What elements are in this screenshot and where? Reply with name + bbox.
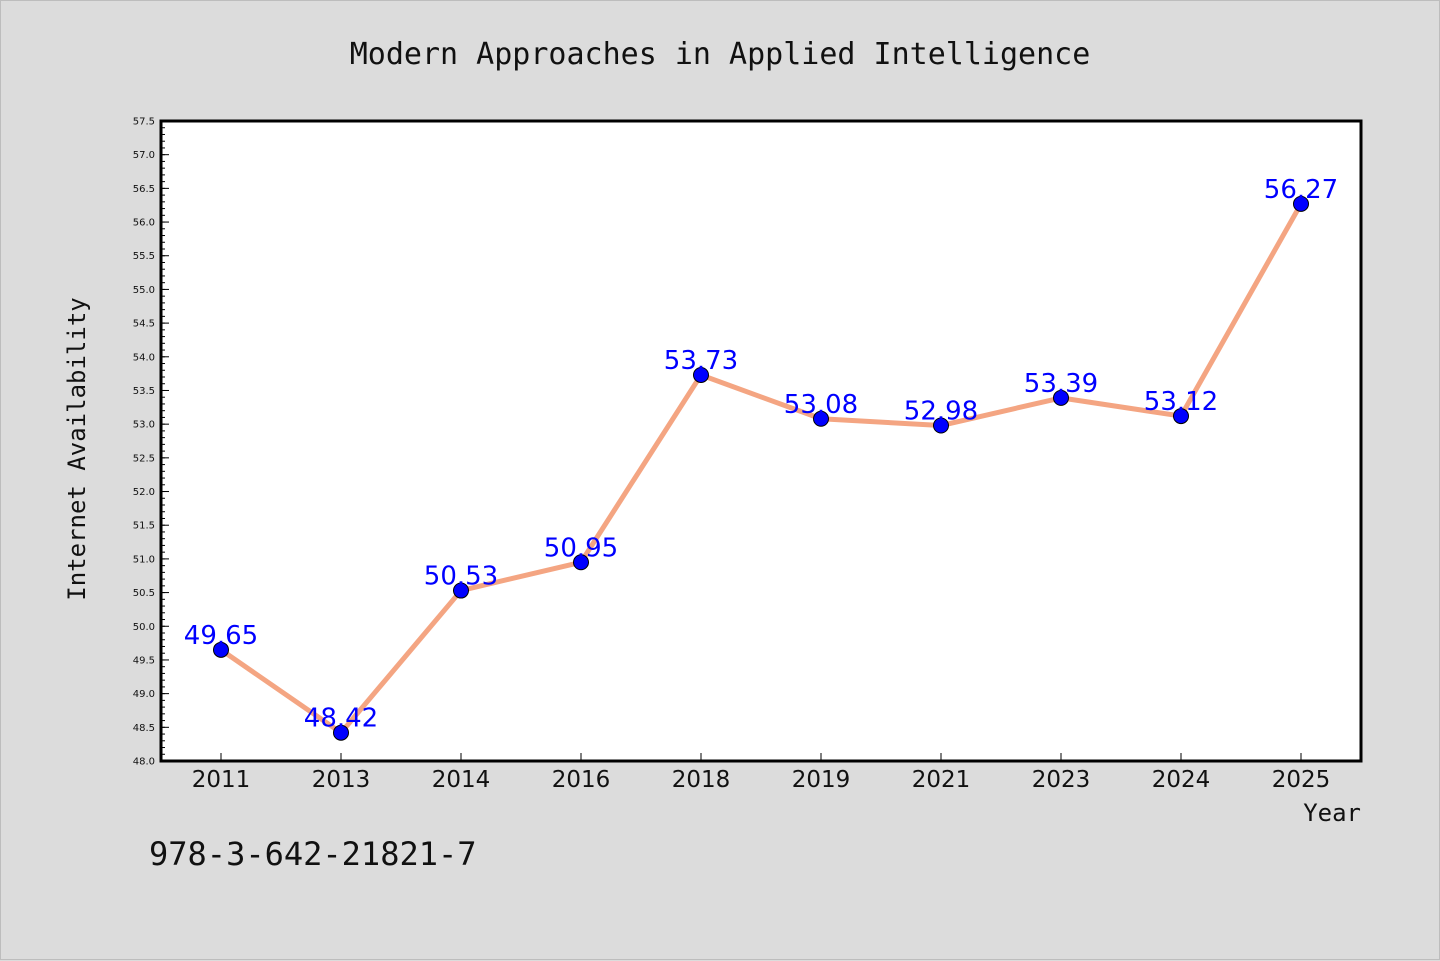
data-point [1293, 195, 1309, 212]
data-label: 53.73 [664, 346, 738, 376]
x-tick-label: 2021 [912, 767, 971, 793]
data-label: 52.98 [904, 397, 978, 427]
y-tick-label: 49.0 [133, 689, 155, 700]
chart-title: Modern Approaches in Applied Intelligenc… [350, 37, 1091, 72]
x-tick-label: 2019 [792, 767, 851, 793]
plot-area [159, 119, 1363, 763]
data-point [813, 410, 829, 427]
data-point [573, 554, 589, 571]
y-tick-label: 53.0 [133, 420, 155, 431]
x-tick-label: 2024 [1152, 767, 1211, 793]
y-tick-label: 51.0 [133, 554, 155, 565]
y-tick-label: 52.5 [133, 453, 155, 464]
data-label: 53.08 [784, 390, 858, 420]
series-markers [213, 195, 1309, 741]
y-tick-label: 56.0 [133, 218, 155, 229]
series-line [219, 202, 1304, 736]
data-point [1173, 408, 1189, 425]
y-axis-label: Internet Availability [63, 297, 91, 600]
y-tick-label: 50.5 [133, 588, 155, 599]
y-tick-label: 54.0 [133, 352, 155, 363]
data-point [453, 582, 469, 599]
y-tick-label: 48.0 [133, 757, 155, 768]
data-label: 49.65 [184, 621, 258, 651]
data-label: 53.12 [1144, 387, 1218, 417]
y-tick-label: 50.0 [133, 622, 155, 633]
data-label: 50.95 [544, 533, 618, 563]
y-tick-label: 48.5 [133, 723, 155, 734]
data-labels: 49.65 48.42 50.53 50.95 53.73 53.08 52.98 53.39… [184, 175, 1338, 734]
x-tick-label: 2018 [672, 767, 731, 793]
y-tick-label: 56.5 [133, 184, 155, 195]
data-label: 53.39 [1024, 369, 1098, 399]
y-tick-label: 55.0 [133, 285, 155, 296]
x-tick-label: 2011 [192, 767, 251, 793]
data-point [693, 366, 709, 383]
x-tick-label: 2023 [1032, 767, 1091, 793]
y-tick-label: 57.0 [133, 150, 155, 161]
x-tick-label: 2025 [1272, 767, 1331, 793]
y-tick-label: 51.5 [133, 521, 155, 532]
y-tick-label: 52.0 [133, 487, 155, 498]
data-label: 48.42 [304, 704, 378, 734]
y-tick-label: 54.5 [133, 319, 155, 330]
y-tick-label: 49.5 [133, 655, 155, 666]
y-tick-label: 55.5 [133, 251, 155, 262]
data-point [1053, 389, 1069, 406]
x-tick-label: 2013 [312, 767, 371, 793]
x-tick-label: 2014 [432, 767, 491, 793]
isbn-footer-text: 978-3-642-21821-7 [149, 835, 477, 873]
data-point [213, 641, 229, 658]
data-label: 56.27 [1264, 175, 1338, 205]
x-axis-label: Year [1303, 799, 1361, 827]
y-axis-ticks: 48.0 48.5 49.0 49.5 50.0 50.5 51.0 51.5 52.0 52.5… [133, 117, 169, 768]
y-tick-label: 53.5 [133, 386, 155, 397]
x-axis-ticks: 2011 2013 2014 2016 2018 2019 2021 2023 2024 2025 [192, 753, 1331, 793]
data-point [333, 724, 349, 741]
data-label: 50.53 [424, 562, 498, 592]
data-point [933, 417, 949, 434]
series-line-group [219, 202, 1304, 736]
x-tick-label: 2016 [552, 767, 611, 793]
y-tick-label: 57.5 [133, 117, 155, 128]
